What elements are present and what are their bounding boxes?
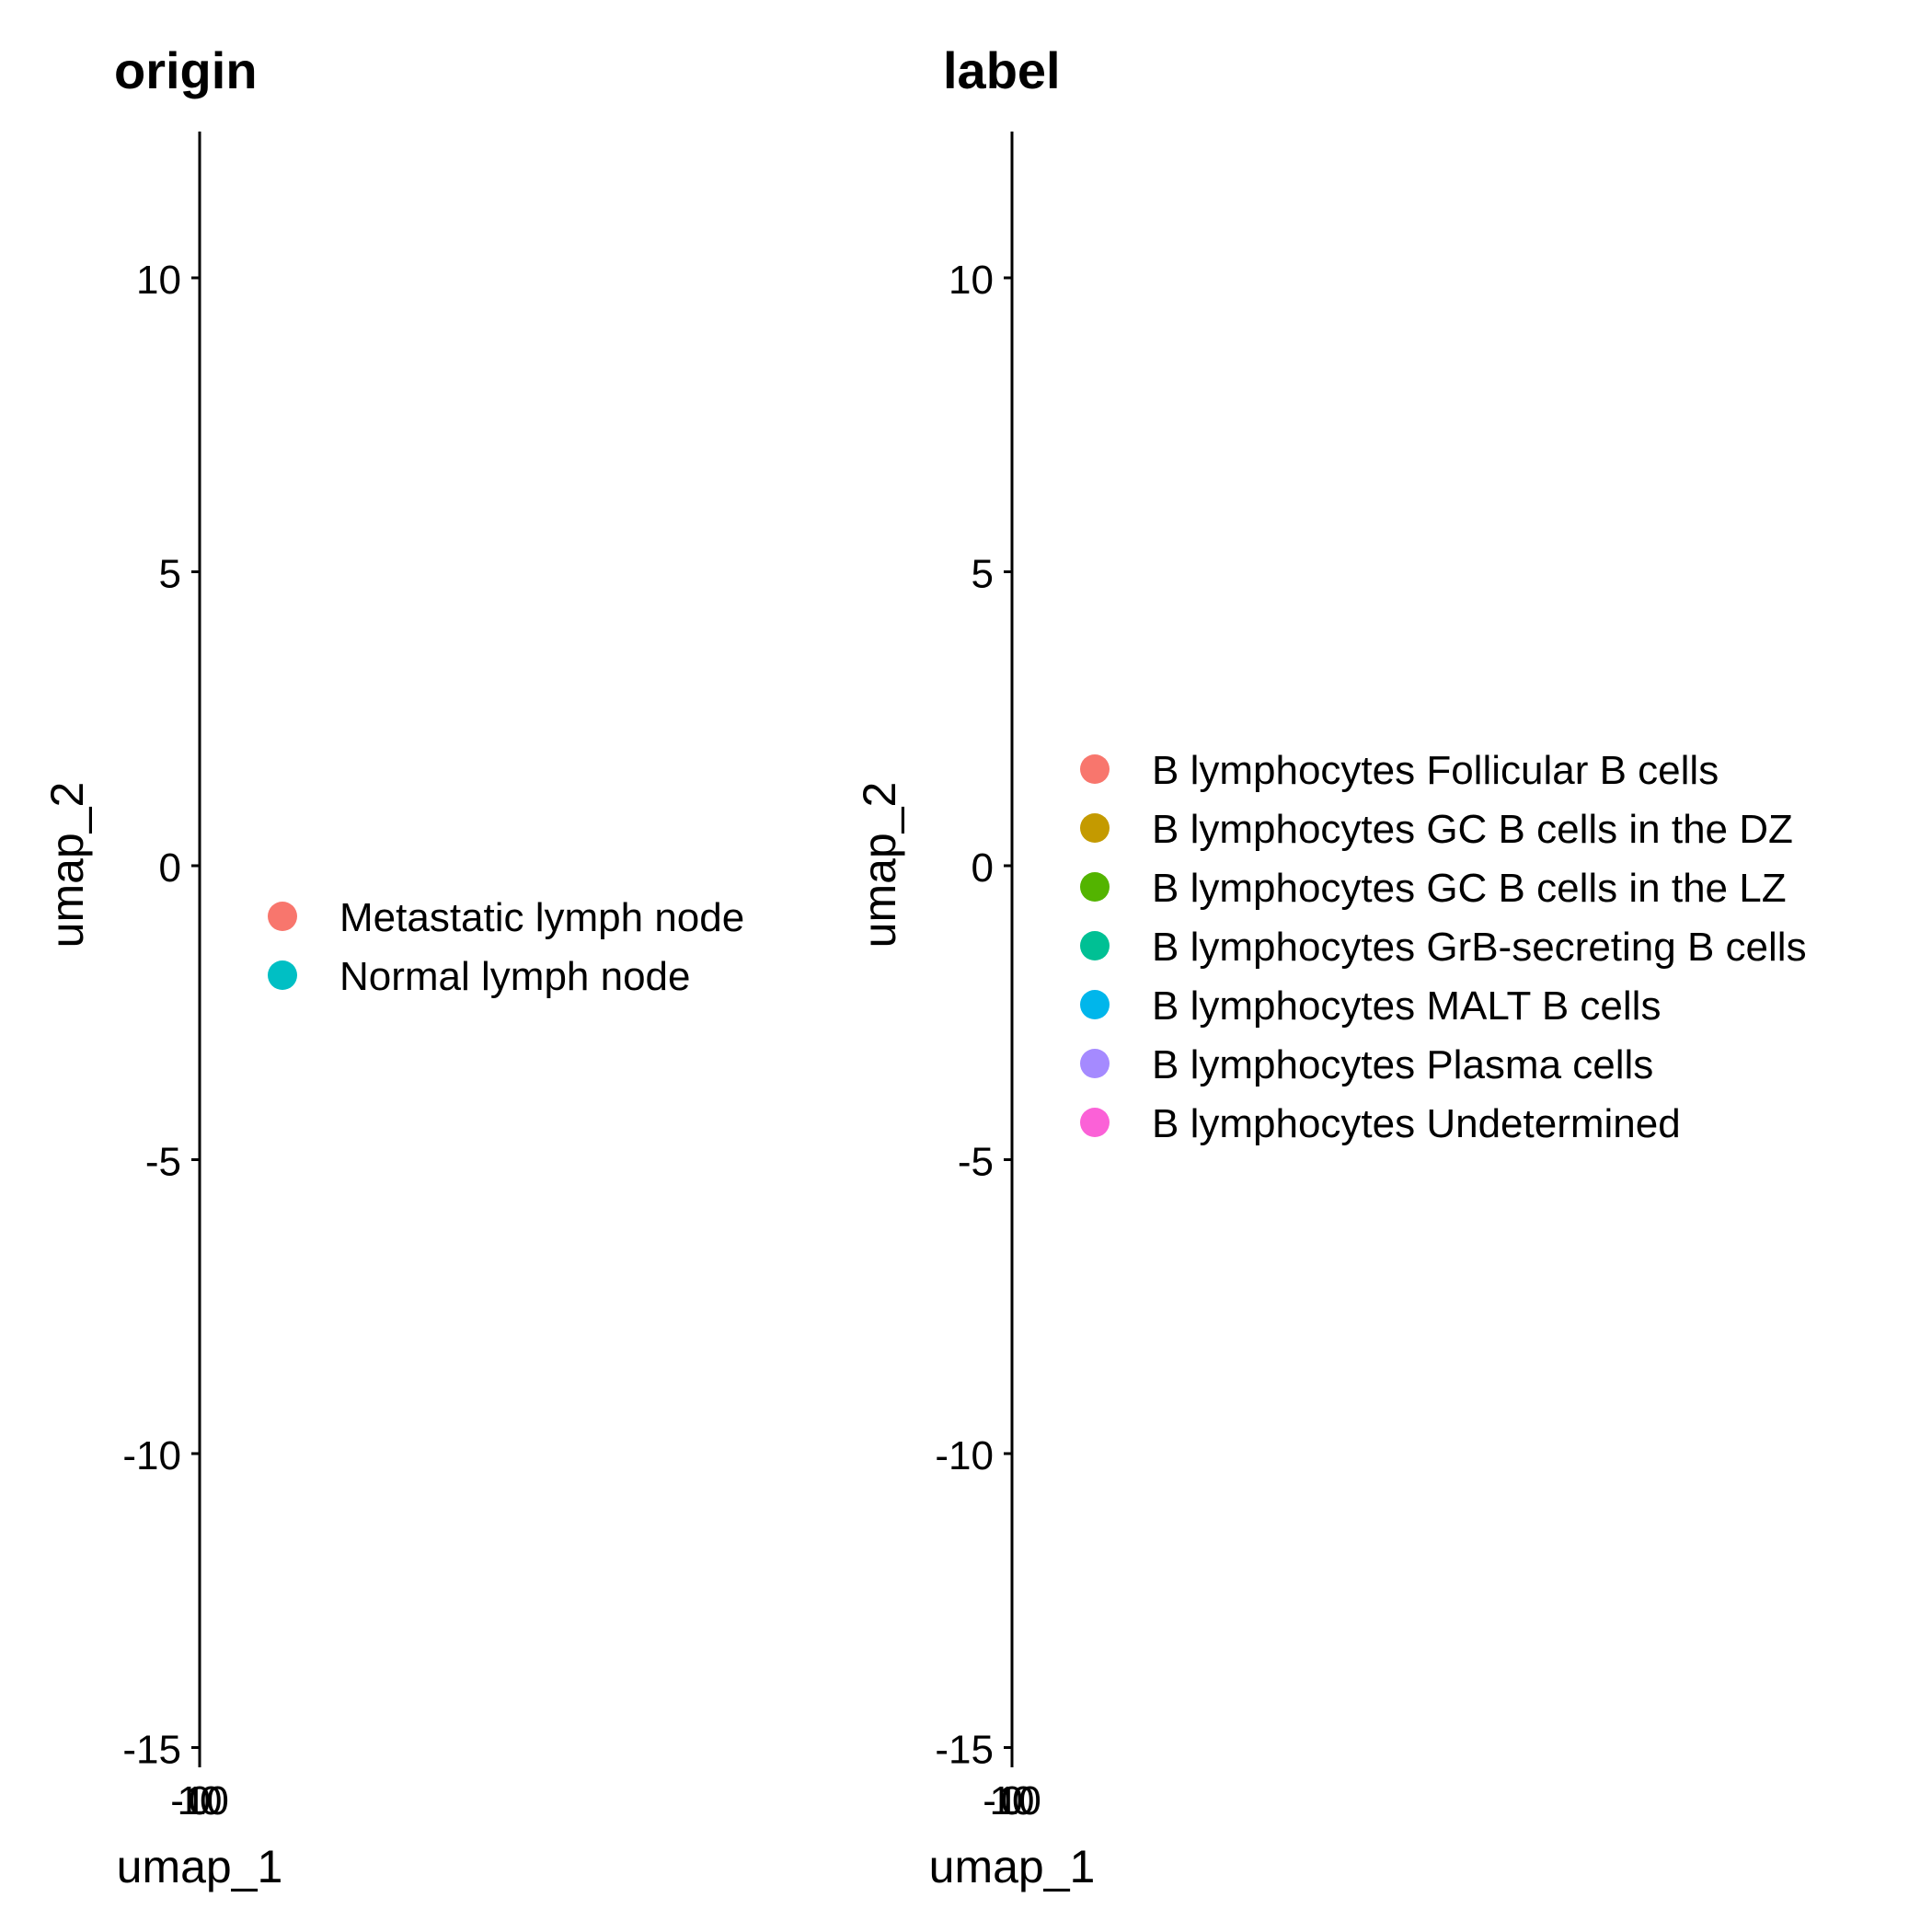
legend-key (268, 960, 297, 990)
x-axis-label: umap_1 (117, 1841, 283, 1892)
y-tick-label: -15 (935, 1728, 994, 1773)
y-tick-label: 10 (949, 258, 994, 303)
legend: Metastatic lymph node Normal lymph node (268, 895, 744, 999)
y-tick-label: 5 (972, 552, 994, 597)
legend-key (1080, 931, 1110, 960)
y-axis-ticks: 10 5 0 -5 -10 -15 (122, 258, 200, 1773)
y-tick-label: -10 (122, 1433, 181, 1478)
x-axis-label: umap_1 (929, 1841, 1096, 1892)
legend-key (1080, 1108, 1110, 1137)
legend-label: B lymphocytes Follicular B cells (1152, 748, 1719, 793)
y-tick-label: 5 (159, 552, 181, 597)
y-tick-label: 0 (972, 845, 994, 891)
legend-key (1080, 1049, 1110, 1078)
y-axis-label: umap_2 (854, 782, 905, 949)
x-tick-label: 10 (178, 1778, 223, 1823)
legend-label: B lymphocytes GC B cells in the DZ (1152, 807, 1793, 852)
legend-label: B lymphocytes GrB-secreting B cells (1152, 925, 1807, 970)
y-tick-label: 0 (159, 845, 181, 891)
legend-key (1080, 754, 1110, 784)
panel-title: origin (114, 41, 258, 99)
y-tick-label: 10 (136, 258, 181, 303)
panel-title: label (943, 41, 1061, 99)
x-tick-label: -10 (170, 1778, 229, 1823)
legend-key (268, 902, 297, 931)
legend-label: B lymphocytes Undetermined (1152, 1101, 1681, 1146)
legend-label: B lymphocytes Plasma cells (1152, 1042, 1653, 1087)
legend-label: B lymphocytes MALT B cells (1152, 983, 1661, 1029)
legend-key (1080, 813, 1110, 843)
x-tick-label: 0 (189, 1778, 211, 1823)
legend-label: Normal lymph node (339, 954, 691, 999)
y-axis-label: umap_2 (41, 782, 93, 949)
x-tick-label: 0 (1001, 1778, 1023, 1823)
legend-label: Metastatic lymph node (339, 895, 744, 940)
legend-key (1080, 872, 1110, 902)
y-tick-label: -10 (935, 1433, 994, 1478)
legend-label: B lymphocytes GC B cells in the LZ (1152, 866, 1787, 911)
legend: B lymphocytes Follicular B cells B lympho… (1080, 748, 1807, 1146)
y-tick-label: -5 (145, 1140, 181, 1185)
y-tick-label: -5 (958, 1140, 994, 1185)
y-axis-ticks: 10 5 0 -5 -10 -15 (935, 258, 1012, 1773)
x-tick-label: 10 (990, 1778, 1035, 1823)
legend-key (1080, 990, 1110, 1019)
x-tick-label: -10 (983, 1778, 1041, 1823)
y-tick-label: -15 (122, 1728, 181, 1773)
